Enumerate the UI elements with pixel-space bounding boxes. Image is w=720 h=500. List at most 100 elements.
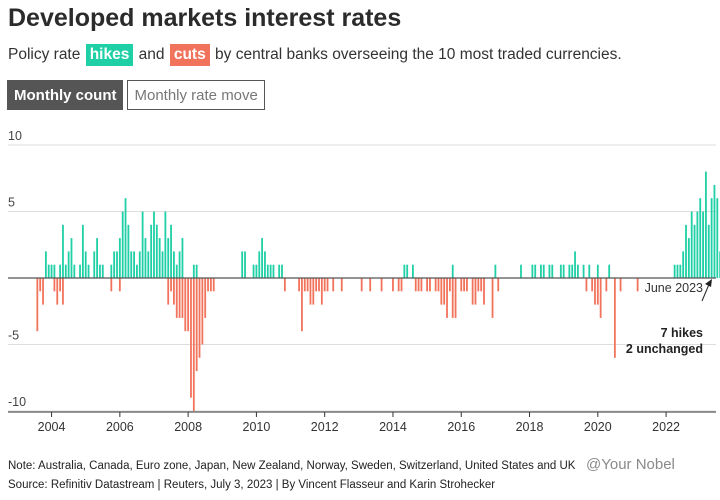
hike-bar <box>173 251 175 278</box>
cut-bar <box>315 278 318 292</box>
x-tick-label: 2010 <box>243 420 271 434</box>
cut-bar <box>298 278 300 292</box>
cut-bar <box>605 278 608 292</box>
hike-bar <box>101 264 104 278</box>
hike-bar <box>147 251 150 278</box>
subtitle-and: and <box>138 46 165 63</box>
hike-bar <box>79 264 81 278</box>
hike-bar <box>682 251 685 278</box>
chart-title: Developed markets interest rates <box>8 4 402 32</box>
cut-bar <box>380 278 383 292</box>
cut-bar <box>209 278 212 292</box>
annotation-arrow-icon <box>705 279 712 287</box>
hike-bar <box>582 264 585 278</box>
cut-bar <box>167 278 170 305</box>
cut-bar <box>400 278 403 292</box>
hike-bar <box>158 238 161 278</box>
cut-bar <box>283 278 286 292</box>
cut-bar <box>414 278 417 292</box>
hike-bar <box>116 251 118 278</box>
hike-bar <box>571 264 574 278</box>
hike-bar <box>562 264 565 278</box>
hike-bar <box>679 264 682 278</box>
hike-bar <box>167 238 170 278</box>
hike-bar <box>195 264 198 278</box>
x-tick-label: 2006 <box>106 420 134 434</box>
cut-bar <box>451 278 454 318</box>
hike-bar <box>673 264 676 278</box>
hike-bar <box>99 264 101 278</box>
hike-bar <box>73 264 76 278</box>
cut-bar <box>170 278 172 292</box>
hike-bar <box>155 224 158 278</box>
cut-bar <box>173 278 175 305</box>
subtitle-prefix: Policy rate <box>8 46 81 63</box>
tab-monthly-rate-move[interactable]: Monthly rate move <box>127 80 265 110</box>
cut-bar <box>204 278 207 318</box>
x-tick-label: 2014 <box>379 420 407 434</box>
hike-bar <box>699 198 702 278</box>
hike-bar <box>531 264 534 278</box>
hike-bar <box>559 264 562 278</box>
hike-bar <box>542 264 545 278</box>
cut-bar <box>460 278 463 292</box>
bar-chart: 10 5 -5 -10 2004 2006 2008 2010 2012 2014 2016 201… <box>8 129 720 434</box>
hike-bar <box>164 211 167 278</box>
cut-bar <box>318 278 320 292</box>
cut-bar <box>332 278 335 292</box>
hike-bar <box>153 211 155 278</box>
cuts-legend-tag: cuts <box>169 44 210 66</box>
cut-bar <box>306 278 309 292</box>
hike-bar <box>676 264 679 278</box>
hike-bar <box>70 238 73 278</box>
cut-bar <box>110 278 113 292</box>
cut-bar <box>429 278 431 292</box>
cut-bar <box>53 278 56 292</box>
hike-bar <box>64 264 67 278</box>
cut-bar <box>437 278 440 292</box>
hike-bar <box>272 264 275 278</box>
hike-bar <box>181 238 184 278</box>
hike-bar <box>693 224 696 278</box>
cut-bar <box>440 278 443 305</box>
cut-bar <box>369 278 372 292</box>
cut-bar <box>198 278 201 358</box>
annotation-date: June 2023 <box>645 281 703 295</box>
cut-bar <box>613 278 616 358</box>
cut-bar <box>301 278 303 332</box>
cut-bar <box>192 278 195 411</box>
hike-bar <box>278 264 281 278</box>
hike-bar <box>144 238 147 278</box>
cut-bar <box>360 278 363 292</box>
hike-bar <box>110 264 113 278</box>
cut-bar <box>474 278 477 305</box>
watermark: @Your Nobel <box>586 456 675 473</box>
cut-bar <box>187 278 190 332</box>
hike-bar <box>258 251 261 278</box>
cut-bar <box>491 278 494 318</box>
cut-bar <box>201 278 204 345</box>
tab-monthly-count[interactable]: Monthly count <box>7 80 124 110</box>
cut-bar <box>397 278 400 292</box>
hike-bar <box>269 264 272 278</box>
hike-bar <box>261 238 263 278</box>
hike-bar <box>588 264 591 278</box>
hike-bar <box>130 251 133 278</box>
cut-bar <box>309 278 312 305</box>
hike-bar <box>178 251 181 278</box>
hike-bar <box>696 211 699 278</box>
cut-bar <box>175 278 178 318</box>
hike-bar <box>133 251 135 278</box>
hike-bar <box>59 264 62 278</box>
hike-bar <box>44 251 47 278</box>
hike-bar <box>690 211 693 278</box>
cut-bar <box>480 278 483 292</box>
cut-bar <box>340 278 343 292</box>
hike-bar <box>138 251 141 278</box>
hike-bar <box>175 264 178 278</box>
cut-bar <box>420 278 423 292</box>
hike-bar <box>716 198 719 278</box>
cut-bar <box>591 278 594 292</box>
x-tick-label: 2020 <box>584 420 612 434</box>
cut-bar <box>59 278 62 292</box>
